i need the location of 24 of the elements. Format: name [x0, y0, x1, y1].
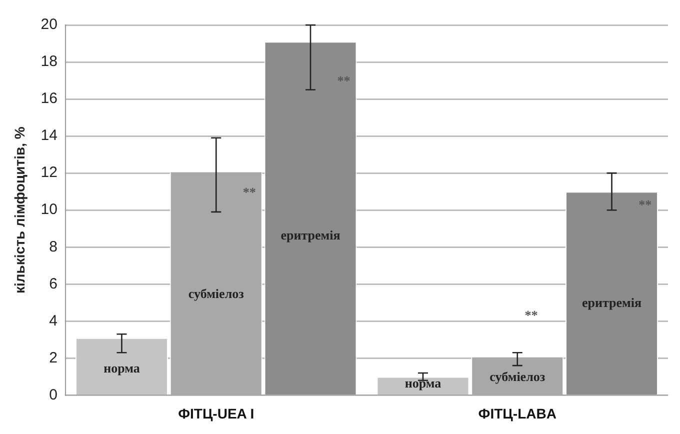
series-label: еритремія [280, 227, 340, 242]
text: еритремія [582, 294, 642, 310]
annotation: ** [337, 73, 350, 88]
y-tick-label: 4 [49, 312, 58, 330]
text: норма [104, 360, 140, 376]
y-axis-title: кількість лімфоцитів, % [11, 126, 28, 294]
y-tick-label: 10 [40, 201, 58, 218]
annotation: ** [242, 184, 256, 200]
y-tick-label: 14 [40, 127, 58, 144]
y-tick-label: 0 [49, 386, 58, 404]
series-label: норма [404, 375, 442, 390]
text: субміелоз [188, 286, 244, 301]
y-tick-label: 18 [40, 53, 58, 70]
x-tick-label: ФІТЦ-UEA I [178, 405, 254, 422]
x-tick-label: ФІТЦ-LABA [478, 405, 556, 422]
annotation: ** [638, 196, 652, 212]
y-tick-label: 16 [40, 90, 58, 108]
y-tick-label: 2 [49, 349, 58, 366]
y-tick-label: 20 [40, 16, 58, 34]
annotation: ** [524, 308, 538, 323]
y-tick-label: 6 [49, 275, 58, 292]
series-label: субміелоз [490, 369, 546, 384]
y-tick-label: 8 [49, 238, 58, 256]
y-tick-label: 12 [40, 164, 58, 182]
